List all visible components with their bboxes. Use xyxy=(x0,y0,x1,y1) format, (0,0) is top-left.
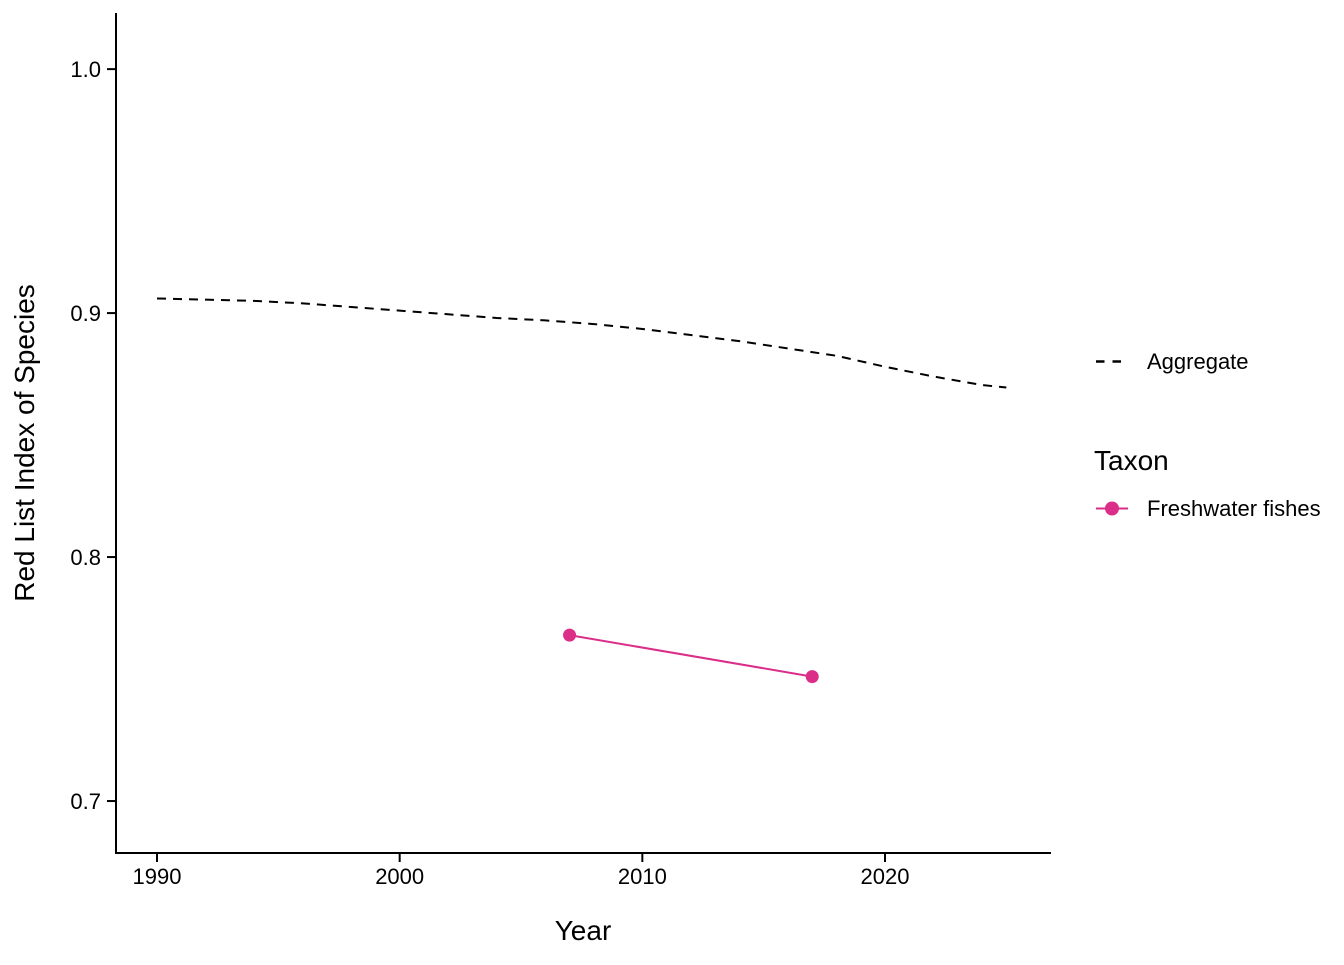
legend-key-freshwater-fishes xyxy=(1096,501,1128,516)
data-point-freshwater-fishes xyxy=(563,628,577,642)
series-line-freshwater-fishes xyxy=(569,634,813,678)
series-layer xyxy=(156,297,1007,684)
legend-key-freshwater-point xyxy=(1105,501,1119,516)
x-axis-title: Year xyxy=(555,915,612,946)
x-tick-label: 2000 xyxy=(375,864,424,889)
legend-label-aggregate: Aggregate xyxy=(1147,349,1249,374)
y-axis-ticks: 0.7 0.8 0.9 1.0 xyxy=(70,57,115,814)
y-tick-label: 0.9 xyxy=(70,301,101,326)
series-line-aggregate xyxy=(156,297,1007,389)
legend: Aggregate Taxon Freshwater fishes xyxy=(1094,349,1321,521)
y-tick-label: 0.7 xyxy=(70,789,101,814)
data-point-freshwater-fishes xyxy=(805,670,819,684)
x-tick-label: 2020 xyxy=(861,864,910,889)
y-tick-label: 1.0 xyxy=(70,57,101,82)
legend-label-freshwater-fishes: Freshwater fishes xyxy=(1147,496,1321,521)
x-axis-ticks: 1990 2000 2010 2020 xyxy=(133,854,910,889)
legend-title-taxon: Taxon xyxy=(1094,445,1169,476)
y-tick-label: 0.8 xyxy=(70,545,101,570)
x-tick-label: 2010 xyxy=(618,864,667,889)
x-tick-label: 1990 xyxy=(133,864,182,889)
y-axis-title: Red List Index of Species xyxy=(9,284,40,602)
